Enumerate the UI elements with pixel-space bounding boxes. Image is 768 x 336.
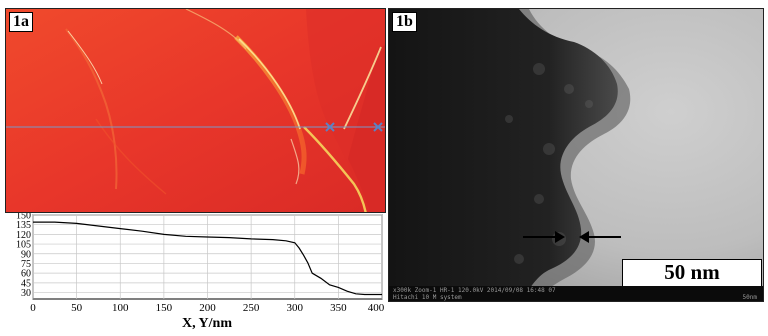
arrow-right-icon xyxy=(579,231,621,243)
x-tick-label: 400 xyxy=(368,302,385,314)
tem-footer-info: x300k Zoom-1 HR-1 120.0kV 2014/09/08 16:… xyxy=(393,287,556,301)
profile-series-line xyxy=(33,221,382,296)
y-tick-label: 105 xyxy=(16,240,31,251)
x-tick-label: 200 xyxy=(199,302,216,314)
tem-info-footer: x300k Zoom-1 HR-1 120.0kV 2014/09/08 16:… xyxy=(389,286,763,301)
cursor-marker-left[interactable] xyxy=(325,122,335,132)
y-tick-label: 30 xyxy=(21,288,31,299)
x-tick-label: 150 xyxy=(156,302,173,314)
x-tick-label: 250 xyxy=(243,302,260,314)
y-tick-label: 90 xyxy=(21,249,31,260)
x-tick-label: 100 xyxy=(112,302,129,314)
arrow-left-icon xyxy=(523,231,565,243)
cursor-marker-right[interactable] xyxy=(373,122,383,132)
afm-image-panel: 1a xyxy=(5,8,386,213)
y-tick-label: 60 xyxy=(21,269,31,280)
tem-image-panel: 1b 50 nm x300k Zoom-1 HR-1 120.0kV 2014/… xyxy=(388,8,764,302)
afm-topography-image xyxy=(6,9,385,212)
y-tick-label: 135 xyxy=(16,220,31,231)
x-tick-label: 300 xyxy=(287,302,304,314)
x-axis-label: X, Y/nm xyxy=(182,316,232,331)
panel-b-label: 1b xyxy=(392,12,417,32)
x-tick-label: 350 xyxy=(330,302,347,314)
y-tick-label: 120 xyxy=(16,230,31,241)
y-tick-label: 45 xyxy=(21,278,31,289)
scale-bar-label: 50 nm xyxy=(664,260,720,284)
tem-footer-line1: x300k Zoom-1 HR-1 120.0kV 2014/09/08 16:… xyxy=(393,287,556,294)
x-tick-label: 0 xyxy=(30,302,36,314)
tem-micrograph xyxy=(389,9,763,301)
y-tick-label: 150 xyxy=(16,213,31,222)
tem-footer-scale: 50nm xyxy=(742,294,757,301)
y-tick-label: 75 xyxy=(21,259,31,270)
height-profile-chart: 150 135 120 105 90 75 60 45 30 0 50 100 150 200 250 30… xyxy=(5,211,386,332)
tem-footer-line2: Hitachi 10 M system xyxy=(393,294,462,301)
x-tick-label: 50 xyxy=(71,302,83,314)
panel-a-label: 1a xyxy=(9,12,33,32)
